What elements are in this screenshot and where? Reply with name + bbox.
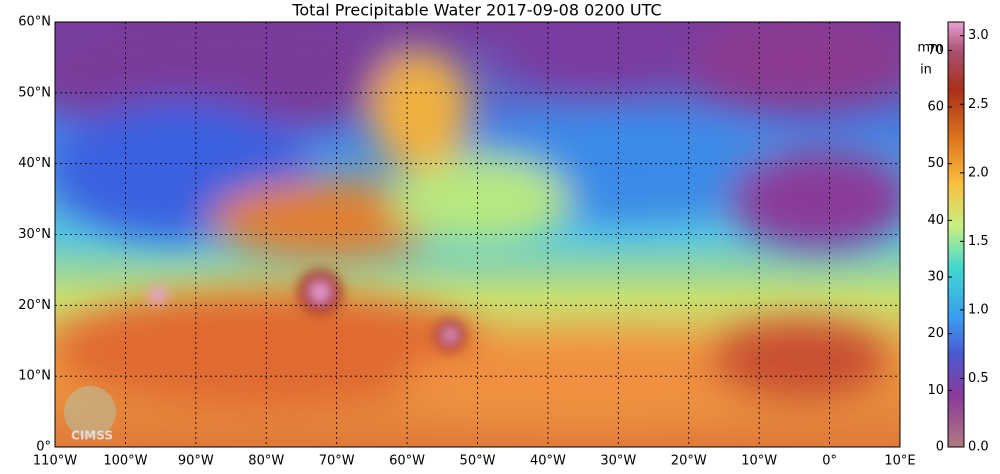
lon-label: 50°W <box>460 454 496 469</box>
mm-tick-label: 0 <box>936 440 944 455</box>
lat-label: 20°N <box>18 298 51 313</box>
cimss-logo: CIMSS <box>64 386 116 443</box>
mm-unit: mm <box>917 41 942 56</box>
in-tick-label: 3.0 <box>968 28 989 43</box>
mm-tick-label: 30 <box>927 270 944 285</box>
lon-label: 30°W <box>600 454 636 469</box>
mm-tick-label: 10 <box>927 383 944 398</box>
mm-tick-label: 40 <box>927 213 944 228</box>
lat-label: 30°N <box>18 227 51 242</box>
lat-label: 60°N <box>18 15 51 30</box>
lon-label: 10°E <box>884 454 915 469</box>
mm-tick-label: 70 <box>927 43 944 58</box>
lon-label: 20°W <box>671 454 707 469</box>
in-unit: in <box>920 63 932 78</box>
in-tick-label: 0.0 <box>968 440 989 455</box>
lon-label: 60°W <box>389 454 425 469</box>
lon-label: 70°W <box>319 454 355 469</box>
lon-label: 0° <box>822 454 837 469</box>
logo-text: CIMSS <box>71 429 113 443</box>
in-tick-label: 2.5 <box>968 97 989 112</box>
tpw-map: CIMSS <box>55 22 900 447</box>
mm-tick-label: 20 <box>927 326 944 341</box>
in-tick-label: 0.5 <box>968 371 989 386</box>
in-tick-label: 1.5 <box>968 234 989 249</box>
in-tick-label: 1.0 <box>968 302 989 317</box>
map-frame <box>54 21 901 448</box>
lat-label: 0° <box>36 440 51 455</box>
lon-label: 10°W <box>741 454 777 469</box>
in-tick-label: 2.0 <box>968 165 989 180</box>
lat-label: 50°N <box>18 85 51 100</box>
lat-label: 10°N <box>18 369 51 384</box>
mm-tick-label: 60 <box>927 100 944 115</box>
lon-label: 90°W <box>178 454 214 469</box>
lon-label: 110°W <box>33 454 77 469</box>
mm-tick-label: 50 <box>927 156 944 171</box>
lat-label: 40°N <box>18 156 51 171</box>
lon-label: 100°W <box>103 454 147 469</box>
colorbar <box>947 21 965 448</box>
lon-label: 80°W <box>248 454 284 469</box>
title: Total Precipitable Water 2017-09-08 0200… <box>291 1 661 20</box>
lon-label: 40°W <box>530 454 566 469</box>
